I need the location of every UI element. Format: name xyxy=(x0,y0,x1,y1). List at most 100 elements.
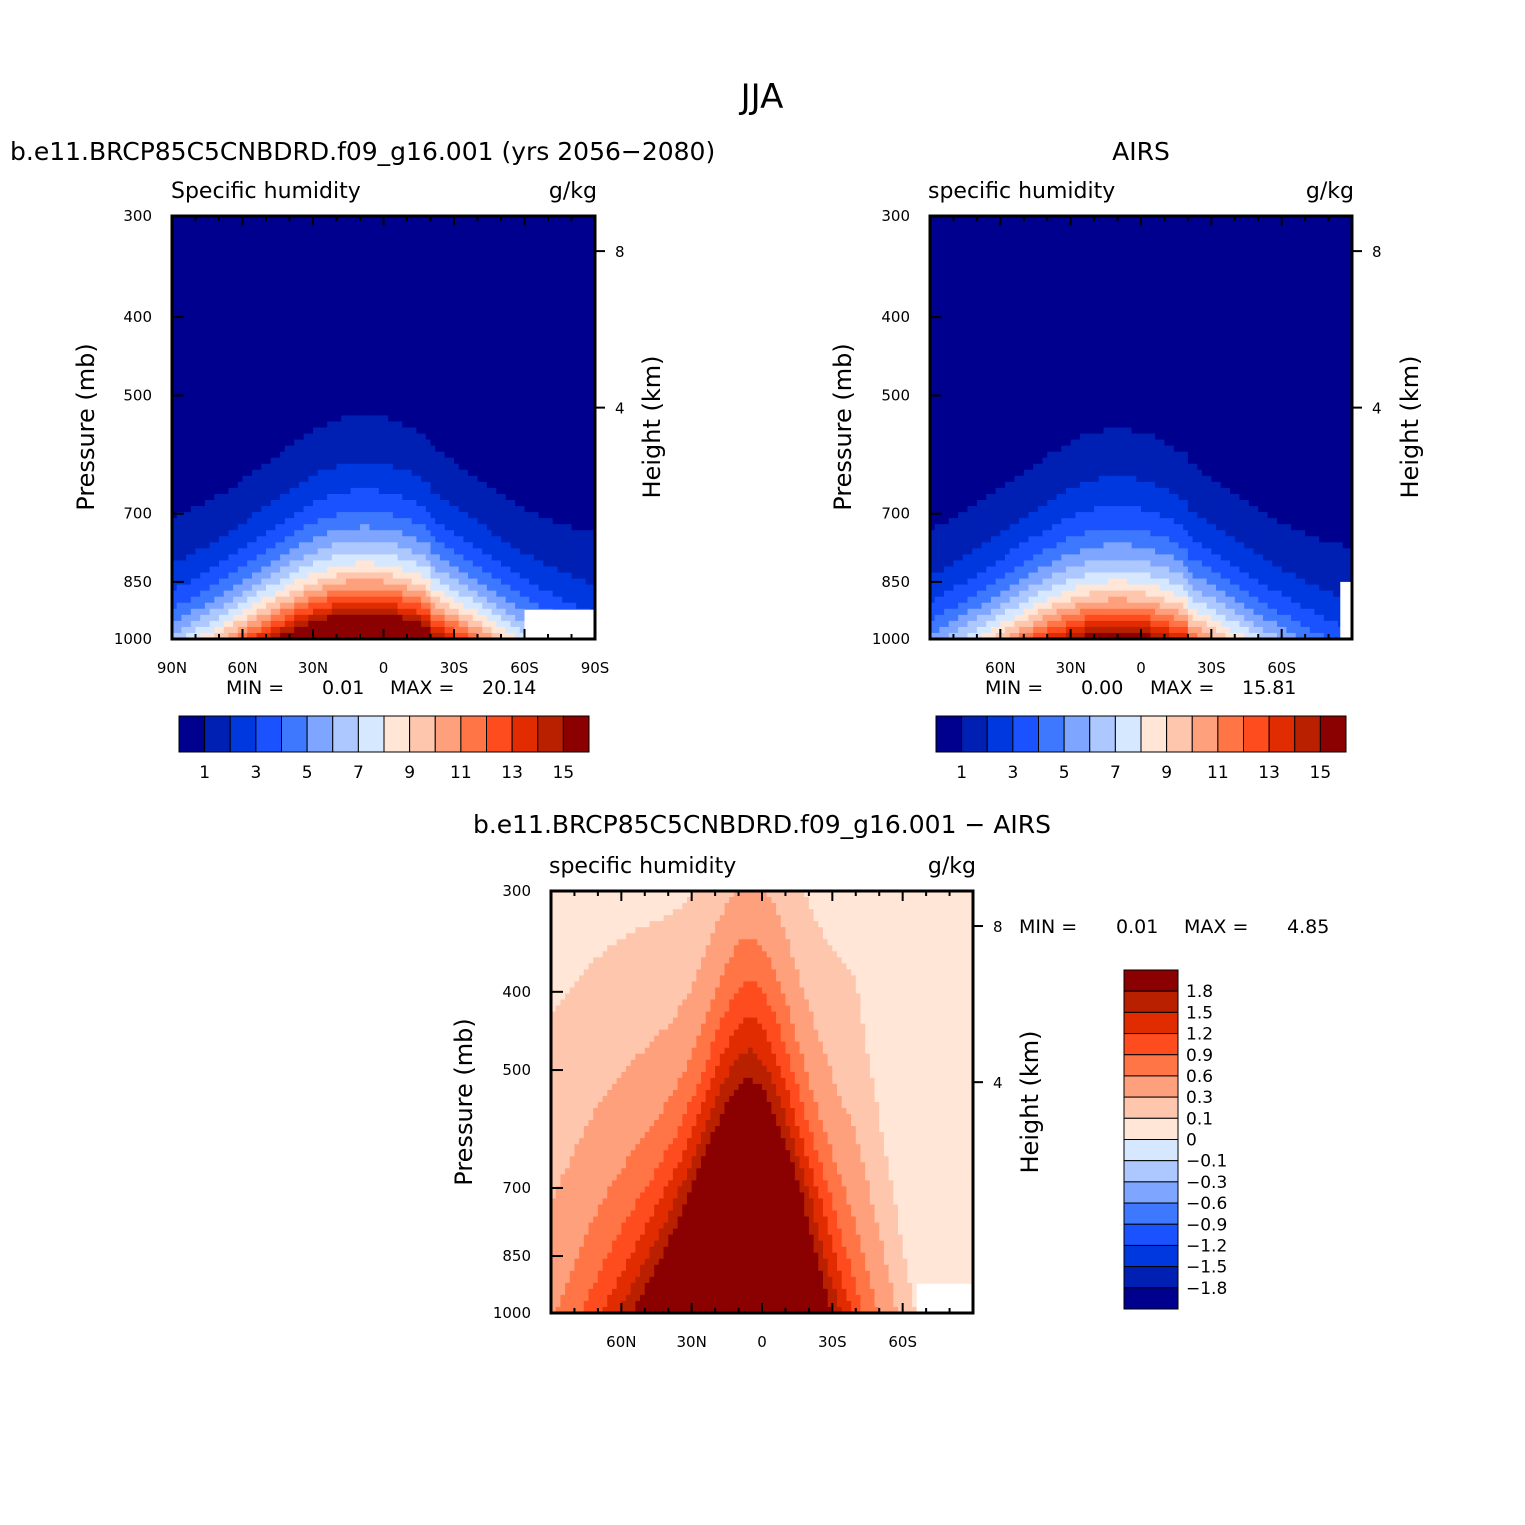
contour-cell xyxy=(303,415,309,423)
contour-cell xyxy=(454,518,460,525)
contour-cell xyxy=(266,276,272,284)
contour-cell xyxy=(200,487,206,495)
contour-cell xyxy=(331,385,338,392)
contour-cell xyxy=(214,348,220,356)
contour-cell xyxy=(557,330,563,338)
contour-cell xyxy=(392,379,399,386)
contour-cell xyxy=(524,512,530,519)
contour-cell xyxy=(270,506,276,513)
contour-cell xyxy=(444,542,450,549)
contour-cell xyxy=(247,222,253,229)
contour-cell xyxy=(392,409,399,417)
contour-cell xyxy=(303,481,309,489)
contour-cell xyxy=(298,367,305,374)
contour-cell xyxy=(237,433,244,441)
contour-cell xyxy=(181,403,187,410)
contour-cell xyxy=(402,216,408,223)
contour-cell xyxy=(407,216,413,223)
contour-cell xyxy=(200,397,206,404)
contour-cell xyxy=(209,361,215,368)
contour-cell xyxy=(266,391,272,398)
contour-cell xyxy=(294,306,300,314)
contour-cell xyxy=(576,282,582,290)
contour-cell xyxy=(557,294,563,302)
contour-cell xyxy=(407,512,413,519)
contour-cell xyxy=(439,324,446,332)
contour-cell xyxy=(435,270,441,278)
contour-cell xyxy=(181,548,187,555)
contour-cell xyxy=(439,312,446,320)
contour-cell xyxy=(219,403,225,410)
contour-cell xyxy=(341,457,347,465)
contour-cell xyxy=(491,524,497,531)
contour-cell xyxy=(195,542,201,549)
contour-cell xyxy=(477,469,483,477)
contour-cell xyxy=(237,524,244,531)
contour-cell xyxy=(411,354,417,362)
contour-cell xyxy=(407,542,413,549)
contour-cell xyxy=(172,439,178,447)
contour-cell xyxy=(172,361,178,368)
contour-cell xyxy=(237,445,244,453)
contour-cell xyxy=(463,300,469,308)
contour-cell xyxy=(576,324,582,332)
contour-cell xyxy=(261,367,267,374)
contour-cell xyxy=(195,427,201,435)
contour-cell xyxy=(388,276,394,284)
contour-cell xyxy=(233,361,239,368)
contour-cell xyxy=(397,294,403,302)
contour-cell xyxy=(331,409,338,417)
contour-cell xyxy=(251,276,258,284)
contour-cell xyxy=(331,451,338,459)
contour-cell xyxy=(256,240,262,247)
contour-cell xyxy=(289,246,295,253)
contour-cell xyxy=(242,397,248,404)
contour-cell xyxy=(388,216,394,223)
contour-cell xyxy=(501,415,507,423)
contour-cell xyxy=(477,512,483,519)
contour-cell xyxy=(407,336,413,344)
contour-cell xyxy=(515,524,521,531)
contour-cell xyxy=(548,530,554,537)
contour-cell xyxy=(463,246,469,253)
contour-cell xyxy=(529,367,535,374)
contour-cell xyxy=(298,336,305,344)
contour-cell xyxy=(355,481,361,489)
contour-cell xyxy=(209,469,215,477)
contour-cell xyxy=(411,391,417,398)
contour-cell xyxy=(322,469,328,477)
contour-cell xyxy=(430,487,436,495)
contour-cell xyxy=(496,252,502,259)
contour-cell xyxy=(505,288,511,296)
contour-cell xyxy=(261,318,267,326)
contour-cell xyxy=(360,487,366,495)
contour-cell xyxy=(548,463,554,471)
contour-cell xyxy=(350,487,356,495)
contour-cell xyxy=(383,397,389,404)
contour-cell xyxy=(275,506,281,513)
contour-cell xyxy=(468,282,474,290)
contour-cell xyxy=(425,415,432,423)
contour-cell xyxy=(327,397,333,404)
contour-cell xyxy=(195,445,201,453)
contour-cell xyxy=(369,500,375,507)
contour-cell xyxy=(515,433,521,441)
contour-cell xyxy=(204,524,211,531)
contour-cell xyxy=(425,324,432,332)
contour-cell xyxy=(439,451,446,459)
contour-cell xyxy=(388,421,394,429)
contour-cell xyxy=(571,512,577,519)
contour-cell xyxy=(364,367,370,374)
contour-cell xyxy=(552,348,558,356)
contour-cell xyxy=(219,409,225,417)
contour-cell xyxy=(223,276,229,284)
contour-cell xyxy=(204,493,211,501)
contour-cell xyxy=(374,475,380,483)
contour-cell xyxy=(289,487,295,495)
contour-cell xyxy=(336,324,342,332)
contour-cell xyxy=(195,361,201,368)
contour-cell xyxy=(200,330,206,338)
contour-cell xyxy=(557,385,563,392)
contour-cell xyxy=(266,318,272,326)
contour-cell xyxy=(327,481,333,489)
